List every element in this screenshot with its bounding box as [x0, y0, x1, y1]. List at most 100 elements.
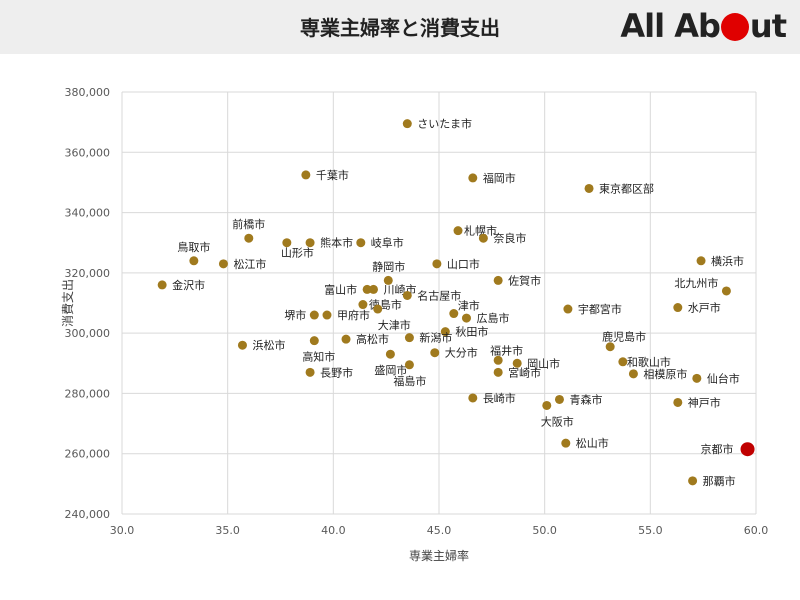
- data-point-label: 奈良市: [493, 231, 526, 245]
- data-point: [309, 336, 319, 346]
- data-point-label: 宮崎市: [508, 365, 541, 379]
- allabout-logo[interactable]: All Ab ut: [620, 6, 787, 46]
- data-point-label: 北九州市: [674, 276, 718, 290]
- data-point-label: 鳥取市: [177, 240, 210, 254]
- data-point: [563, 304, 573, 314]
- data-point: [673, 397, 683, 407]
- data-point-label: 津市: [458, 299, 480, 313]
- data-point-label: 甲府市: [337, 308, 370, 322]
- data-point: [358, 300, 368, 310]
- x-tick-label: 35.0: [215, 524, 240, 537]
- y-tick-label: 360,000: [65, 146, 111, 159]
- data-point: [584, 183, 594, 193]
- data-point-label: 大阪市: [541, 414, 574, 428]
- data-point-label: 松江市: [233, 257, 266, 271]
- y-tick-label: 240,000: [65, 508, 111, 521]
- y-tick-label: 300,000: [65, 327, 111, 340]
- header-bar: 専業主婦率と消費支出 All Ab ut: [0, 0, 800, 54]
- data-point-label: 浜松市: [252, 338, 285, 352]
- chart-title: 専業主婦率と消費支出: [300, 16, 500, 40]
- data-point: [404, 360, 414, 370]
- data-point: [356, 238, 366, 248]
- data-point-label: 静岡市: [372, 259, 405, 273]
- data-point-label: 岡山市: [527, 356, 560, 370]
- logo-text-left: All Ab: [620, 7, 721, 45]
- data-point: [554, 394, 564, 404]
- data-point-label: 山形市: [281, 246, 314, 260]
- data-point-label: 岐阜市: [371, 236, 404, 250]
- y-tick-label: 340,000: [65, 207, 111, 220]
- data-point-label: 仙台市: [707, 371, 740, 385]
- data-point-label: 熊本市: [320, 236, 353, 250]
- data-point: [237, 340, 247, 350]
- data-point-label: 盛岡市: [374, 363, 407, 377]
- data-point: [301, 170, 311, 180]
- data-point: [305, 238, 315, 248]
- data-point-label: 札幌市: [464, 224, 497, 238]
- scatter-chart: 240,000 260,000 280,000 300,000 320,000 340,0…: [60, 86, 768, 563]
- data-point-label: 京都市: [701, 442, 734, 456]
- data-point-label: 横浜市: [711, 254, 744, 268]
- data-point: [430, 348, 440, 358]
- data-point: [432, 259, 442, 269]
- data-point-label: 長野市: [320, 365, 353, 379]
- data-point: [692, 373, 702, 383]
- data-point: [468, 173, 478, 183]
- data-point: [305, 367, 315, 377]
- data-point: [721, 286, 731, 296]
- data-point-label: 福井市: [490, 343, 523, 357]
- data-point-label: 前橋市: [232, 217, 265, 231]
- data-point: [605, 342, 615, 352]
- y-axis-label: 消費支出: [60, 279, 75, 327]
- x-tick-label: 55.0: [638, 524, 663, 537]
- data-point: [493, 275, 503, 285]
- data-point: [740, 442, 755, 457]
- x-tick-label: 45.0: [427, 524, 452, 537]
- data-point: [189, 256, 199, 266]
- data-point-label: 金沢市: [172, 278, 205, 292]
- logo-red-dot-icon: [720, 13, 749, 41]
- data-point: [244, 233, 254, 243]
- data-point-label: 佐賀市: [508, 273, 541, 287]
- data-point-label: 水戸市: [688, 301, 721, 315]
- data-point: [461, 313, 471, 323]
- data-point: [368, 284, 378, 294]
- data-point-label: 堺市: [284, 308, 306, 322]
- data-point-label: 那覇市: [703, 474, 736, 488]
- data-point-label: 宇都宮市: [578, 302, 622, 316]
- data-point: [322, 310, 332, 320]
- data-point: [628, 369, 638, 379]
- data-point-label: 和歌山市: [627, 355, 671, 369]
- data-point-label: 高知市: [302, 350, 335, 364]
- data-point-label: 神戸市: [688, 395, 721, 409]
- data-point-label: 新潟市: [419, 331, 452, 345]
- data-point-label: 富山市: [324, 282, 357, 296]
- x-axis-label: 専業主婦率: [409, 548, 469, 563]
- data-point: [512, 358, 522, 368]
- data-point: [218, 259, 228, 269]
- data-point-label: 長崎市: [483, 391, 516, 405]
- data-point: [385, 349, 395, 359]
- data-point-label: 千葉市: [316, 168, 349, 182]
- logo-text-right: ut: [749, 7, 787, 45]
- data-point: [542, 400, 552, 410]
- data-point: [618, 357, 628, 367]
- data-point: [478, 233, 488, 243]
- data-point-label: 名古屋市: [417, 288, 461, 302]
- data-point-label: 大津市: [378, 318, 411, 332]
- data-point: [453, 226, 463, 236]
- data-point-label: さいたま市: [417, 117, 472, 131]
- data-point-label: 福岡市: [483, 171, 516, 185]
- data-point-label: 大分市: [445, 346, 478, 360]
- data-point: [157, 280, 167, 290]
- data-point: [673, 303, 683, 313]
- data-point-label: 福島市: [393, 374, 426, 388]
- data-point: [282, 238, 292, 248]
- data-point: [493, 367, 503, 377]
- data-point: [362, 284, 372, 294]
- data-point-label: 青森市: [569, 392, 602, 406]
- data-point-label: 広島市: [476, 311, 509, 325]
- data-point: [402, 119, 412, 129]
- data-point: [341, 334, 351, 344]
- data-point-label: 秋田市: [455, 325, 488, 339]
